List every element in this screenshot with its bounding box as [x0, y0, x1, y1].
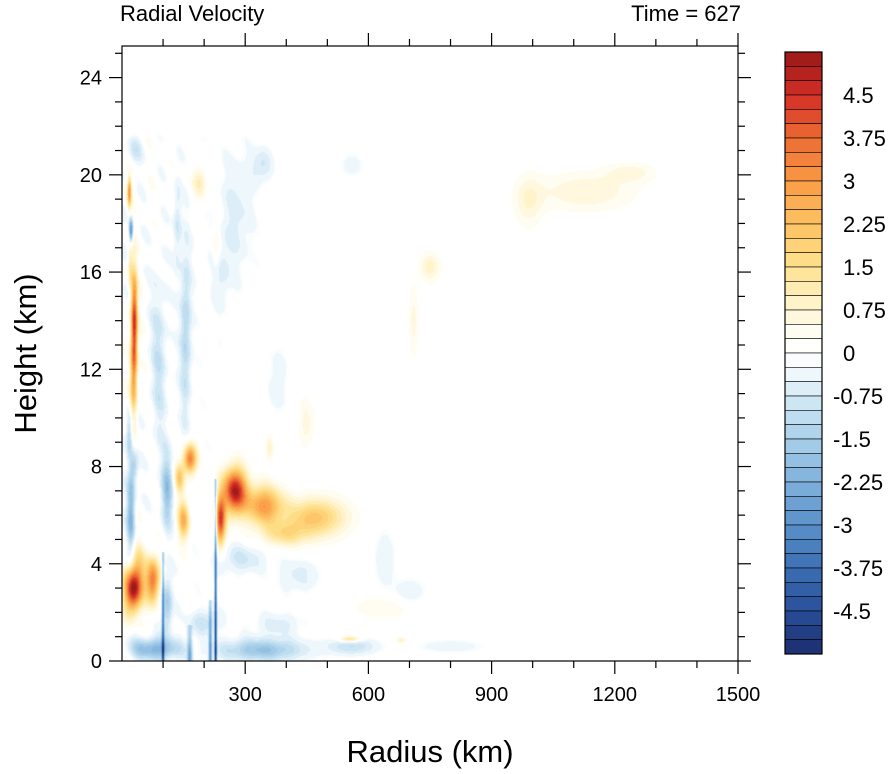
colorbar-box — [784, 496, 823, 511]
colorbar-box — [784, 481, 823, 497]
colorbar-label: 4.5 — [843, 83, 874, 108]
colorbar-label: 3 — [843, 169, 855, 194]
colorbar-label: -2.25 — [833, 470, 883, 495]
colorbar-labels: 4.5 3.75 3 2.25 1.5 0.75 0 -0.75 -1.5 -2.25 -3 -3.7… — [833, 83, 886, 624]
colorbar-label: -3 — [833, 513, 853, 538]
colorbar-box — [784, 625, 823, 640]
x-tick-labels: 300 600 900 1200 1500 — [229, 684, 761, 706]
colorbar-box — [784, 80, 823, 96]
y-tick-labels: 0 4 8 12 16 20 24 — [80, 68, 102, 673]
colorbar-box — [784, 166, 823, 182]
x-tick-label: 1500 — [716, 684, 761, 706]
colorbar-box — [784, 367, 823, 382]
colorbar-box — [784, 180, 823, 196]
y-tick-label: 12 — [80, 359, 102, 381]
colorbar-label: -0.75 — [833, 384, 883, 409]
axis-ticks — [109, 33, 751, 674]
colorbar-box — [784, 66, 823, 81]
colorbar-box — [784, 553, 823, 569]
colorbar-box — [784, 510, 823, 526]
colorbar-frame — [784, 51, 823, 655]
x-axis-label: Radius (km) — [346, 734, 513, 769]
colorbar-box — [784, 424, 823, 440]
colorbar-label: -4.5 — [833, 599, 871, 624]
heatmap-field — [122, 46, 738, 661]
colorbar-label: 0.75 — [843, 298, 886, 323]
colorbar-box — [784, 596, 823, 612]
colorbar-box — [784, 453, 823, 468]
colorbar-box — [784, 137, 823, 153]
colorbar-box — [784, 295, 823, 311]
colorbar-box — [784, 539, 823, 554]
x-tick-label: 1200 — [593, 684, 638, 706]
colorbar-box — [784, 309, 823, 325]
colorbar-box — [784, 338, 823, 354]
colorbar-box — [784, 266, 823, 282]
colorbar-label: 1.5 — [843, 255, 874, 280]
colorbar-box — [784, 223, 823, 239]
colorbar-box — [784, 252, 823, 268]
colorbar-label: 3.75 — [843, 126, 886, 151]
colorbar-box — [784, 381, 823, 397]
colorbar-box — [784, 410, 823, 425]
y-tick-label: 20 — [80, 165, 102, 187]
chart-title-left: Radial Velocity — [120, 1, 265, 26]
colorbar: 4.5 3.75 3 2.25 1.5 0.75 0 -0.75 -1.5 -2.25 -3 -3.7… — [784, 51, 886, 655]
colorbar-box — [784, 324, 823, 339]
colorbar-box — [784, 582, 823, 597]
y-tick-label: 8 — [91, 457, 102, 479]
y-tick-label: 24 — [80, 68, 102, 90]
colorbar-box — [784, 352, 823, 368]
plot-frame — [121, 45, 739, 662]
y-tick-label: 16 — [80, 262, 102, 284]
colorbar-label: 2.25 — [843, 212, 886, 237]
colorbar-box — [784, 438, 823, 454]
colorbar-box — [784, 395, 823, 411]
heatmap-image — [122, 46, 738, 661]
colorbar-box — [784, 238, 823, 253]
colorbar-boxes — [784, 51, 823, 655]
colorbar-box — [784, 195, 823, 210]
colorbar-label: -1.5 — [833, 427, 871, 452]
colorbar-box — [784, 109, 823, 124]
colorbar-box — [784, 152, 823, 167]
chart-title-right: Time = 627 — [631, 1, 741, 26]
colorbar-label: -3.75 — [833, 556, 883, 581]
x-tick-label: 600 — [352, 684, 385, 706]
colorbar-box — [784, 123, 823, 139]
x-tick-label: 300 — [229, 684, 262, 706]
plot-area: 300 600 900 1200 1500 0 4 8 12 16 20 24 Radius (km… — [8, 33, 760, 769]
colorbar-label: 0 — [843, 341, 855, 366]
colorbar-box — [784, 94, 823, 110]
colorbar-box — [784, 467, 823, 483]
colorbar-box — [784, 51, 823, 67]
colorbar-box — [784, 639, 823, 655]
y-tick-label: 4 — [91, 554, 102, 576]
colorbar-box — [784, 524, 823, 540]
colorbar-box — [784, 610, 823, 626]
y-tick-label: 0 — [91, 651, 102, 673]
x-tick-label: 900 — [475, 684, 508, 706]
colorbar-box — [784, 567, 823, 583]
colorbar-box — [784, 209, 823, 225]
y-axis-label: Height (km) — [8, 273, 43, 433]
colorbar-box — [784, 281, 823, 296]
